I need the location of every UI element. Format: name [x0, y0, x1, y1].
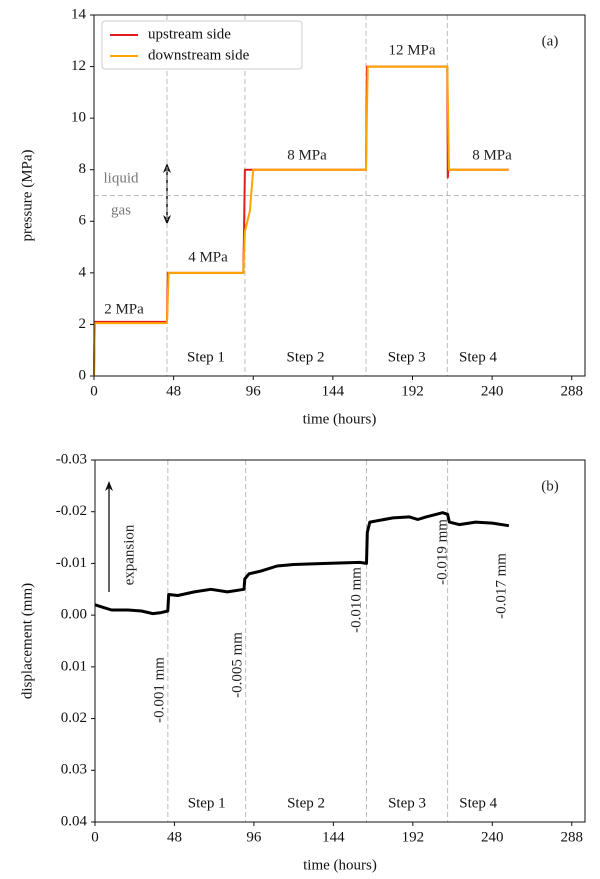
step-label: Step 3: [388, 795, 426, 811]
x-tick-label: 240: [481, 383, 504, 399]
y-tick-label: 12: [71, 58, 86, 74]
y-axis-label: displacement (mm): [19, 583, 35, 699]
x-axis-label: time (hours): [303, 411, 377, 427]
plot-frame: [94, 459, 586, 823]
annotation: expansion: [121, 524, 137, 585]
annotation: -0.017 mm: [493, 553, 509, 619]
x-tick-label: 48: [166, 383, 181, 399]
y-tick-label: -0.01: [56, 555, 87, 571]
annotation: 8 MPa: [287, 147, 327, 163]
step-label: Step 2: [287, 795, 325, 811]
series-line: [93, 65, 509, 377]
y-tick-label: -0.03: [56, 451, 87, 467]
x-tick-label: 0: [90, 383, 98, 399]
annotation: liquid: [103, 170, 139, 186]
y-tick-label: 4: [79, 264, 87, 280]
annotation: gas: [111, 202, 131, 218]
x-tick-label: 288: [561, 829, 584, 845]
legend-label: downstream side: [148, 47, 250, 63]
y-tick-label: 0.04: [61, 813, 88, 829]
step-label: Step 4: [459, 349, 497, 365]
annotation: -0.010 mm: [348, 567, 364, 633]
y-axis-label: pressure (MPa): [19, 149, 35, 241]
step-label: Step 1: [188, 795, 226, 811]
y-tick-label: 0: [79, 367, 87, 383]
x-tick-label: 144: [322, 383, 345, 399]
x-tick-label: 96: [246, 829, 262, 845]
x-tick-label: 240: [481, 829, 504, 845]
y-tick-label: 0.02: [61, 710, 87, 726]
y-tick-label: 10: [71, 110, 86, 126]
y-tick-label: 14: [71, 6, 87, 22]
legend-box: [101, 20, 303, 70]
step-label: Step 4: [459, 795, 497, 811]
annotation: 8 MPa: [472, 147, 512, 163]
y-tick-label: 0.03: [61, 762, 87, 778]
step-label: Step 1: [187, 349, 225, 365]
series-line: [94, 511, 510, 616]
y-tick-label: 0.00: [61, 607, 87, 623]
annotation: 12 MPa: [388, 42, 435, 58]
x-axis-label: time (hours): [303, 857, 377, 873]
x-tick-label: 144: [322, 829, 345, 845]
y-tick-label: 2: [79, 316, 87, 332]
step-label: Step 3: [388, 349, 426, 365]
series-line: [93, 65, 509, 377]
annotation: 4 MPa: [188, 249, 228, 265]
annotation: 2 MPa: [104, 301, 144, 317]
annotation: (b): [541, 478, 559, 494]
x-tick-label: 192: [402, 829, 425, 845]
y-tick-label: 0.01: [61, 658, 87, 674]
y-tick-label: -0.02: [56, 503, 87, 519]
y-tick-label: 8: [79, 161, 87, 177]
legend-label: upstream side: [148, 26, 231, 42]
annotation: (a): [542, 33, 559, 49]
step-label: Step 2: [287, 349, 325, 365]
x-tick-label: 48: [167, 829, 182, 845]
x-tick-label: 288: [560, 383, 583, 399]
y-tick-label: 6: [79, 213, 87, 229]
annotation: -0.019 mm: [434, 519, 450, 585]
annotation: -0.005 mm: [229, 632, 245, 698]
annotation: -0.001 mm: [151, 657, 167, 723]
x-tick-label: 0: [91, 829, 99, 845]
plot-frame: [93, 14, 586, 377]
x-tick-label: 96: [246, 383, 262, 399]
x-tick-label: 192: [401, 383, 424, 399]
